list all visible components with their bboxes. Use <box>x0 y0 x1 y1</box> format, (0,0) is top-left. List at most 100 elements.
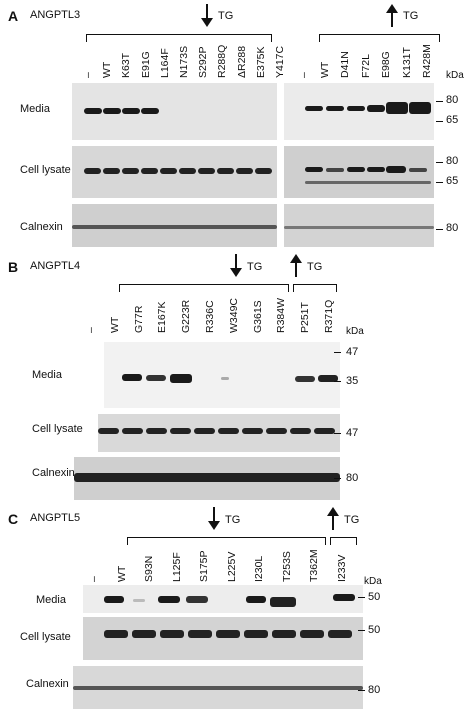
lane-label: S292P <box>197 46 210 78</box>
panel-b-media-blot <box>104 342 340 408</box>
panel-c-up-bracket <box>330 537 357 538</box>
panel-b-row-media: Media <box>32 369 62 381</box>
band <box>98 428 119 434</box>
band <box>386 102 408 114</box>
lane-label: K63T <box>120 52 133 78</box>
band <box>170 428 191 434</box>
band <box>246 596 266 603</box>
band <box>305 106 323 111</box>
band <box>217 168 234 174</box>
band <box>328 630 352 638</box>
panel-a-row-calnexin: Calnexin <box>20 221 63 233</box>
band <box>160 630 184 638</box>
band <box>141 168 158 174</box>
band <box>386 166 406 173</box>
panel-b-row-calnexin: Calnexin <box>32 467 75 479</box>
panel-a-calnexin-blot-right <box>284 204 434 247</box>
lane-label: P251T <box>299 302 312 333</box>
band <box>272 630 296 638</box>
panel-c-media-blot <box>83 585 363 613</box>
lane-label: – <box>82 72 94 78</box>
band <box>122 108 140 114</box>
up-arrow-icon <box>327 507 339 530</box>
marker-tick <box>334 381 341 382</box>
panel-b-up-bracket <box>293 284 337 285</box>
bracket-tick <box>319 34 320 42</box>
lane-label: K131T <box>400 47 413 78</box>
band <box>326 106 344 111</box>
band <box>295 376 315 382</box>
bracket-tick <box>356 537 357 545</box>
band <box>284 226 434 229</box>
lane-label: R384W <box>275 297 288 333</box>
band <box>236 168 253 174</box>
band <box>104 596 124 603</box>
panel-c-row-calnexin: Calnexin <box>26 678 69 690</box>
band <box>186 596 208 603</box>
band <box>367 105 385 112</box>
lane-label: – <box>88 576 100 582</box>
lane-label: G223R <box>180 299 193 333</box>
lane-label: T362M <box>308 549 320 582</box>
band <box>305 181 431 184</box>
panel-a-mw-calnexin-80: 80 <box>446 222 459 234</box>
up-arrow-icon <box>290 254 302 277</box>
marker-tick <box>358 597 365 598</box>
band <box>74 473 340 482</box>
band <box>122 374 142 381</box>
band <box>103 108 121 114</box>
band <box>141 108 159 114</box>
band <box>218 428 239 434</box>
lane-label: – <box>85 327 97 333</box>
panel-a-mw-lysate-65: 65 <box>446 175 459 187</box>
band <box>84 168 101 174</box>
lane-label: F72L <box>359 54 372 78</box>
panel-a-title: ANGPTL3 <box>30 9 81 21</box>
panel-b-down-bracket <box>119 284 289 285</box>
band <box>409 168 427 172</box>
band <box>300 630 324 638</box>
lane-label: L125F <box>170 552 183 582</box>
panel-c-tg-up-label: TG <box>344 514 360 526</box>
panel-a-kda-label: kDa <box>446 70 464 81</box>
panel-a-mw-media-65: 65 <box>446 114 459 126</box>
panel-a-letter: A <box>8 8 19 24</box>
lane-label: N173S <box>178 45 190 78</box>
band <box>347 167 365 172</box>
band <box>132 630 156 638</box>
panel-a-tg-up-label: TG <box>403 10 419 22</box>
panel-c-row-lysate: Cell lysate <box>20 631 71 643</box>
panel-a-lysate-blot-right <box>284 146 434 198</box>
band <box>122 168 139 174</box>
marker-tick <box>334 433 341 434</box>
panel-b-row-lysate: Cell lysate <box>32 423 83 435</box>
panel-a-row-media: Media <box>20 103 50 115</box>
band <box>146 428 167 434</box>
panel-b-mw-media-47: 47 <box>346 346 359 358</box>
band <box>158 596 180 603</box>
lane-label: WT <box>101 61 114 78</box>
band <box>122 428 143 434</box>
panel-b-mw-lysate-47: 47 <box>346 427 359 439</box>
lane-label: R428M <box>421 44 433 78</box>
marker-tick <box>436 121 443 122</box>
bracket-tick <box>439 34 440 42</box>
panel-c-tg-down-label: TG <box>225 514 241 526</box>
panel-a-mw-lysate-80: 80 <box>446 155 459 167</box>
band <box>179 168 196 174</box>
panel-c-lysate-blot <box>83 617 363 660</box>
lane-label: WT <box>318 61 331 78</box>
band <box>242 428 263 434</box>
panel-a-tg-down-label: TG <box>218 10 234 22</box>
lane-label: E91G <box>139 51 152 78</box>
panel-b-mw-media-35: 35 <box>346 375 359 387</box>
down-arrow-icon <box>230 254 242 277</box>
band <box>244 630 268 638</box>
lane-label: G361S <box>251 300 264 333</box>
up-arrow-icon <box>386 4 398 27</box>
band <box>170 374 192 383</box>
lane-label: E375K <box>254 46 267 78</box>
band <box>133 599 145 602</box>
band <box>333 594 355 601</box>
band <box>409 102 431 114</box>
